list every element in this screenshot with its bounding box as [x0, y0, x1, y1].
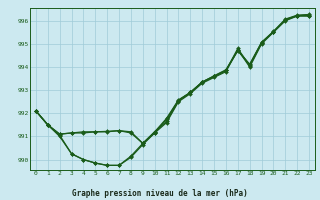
Text: Graphe pression niveau de la mer (hPa): Graphe pression niveau de la mer (hPa): [72, 189, 248, 198]
